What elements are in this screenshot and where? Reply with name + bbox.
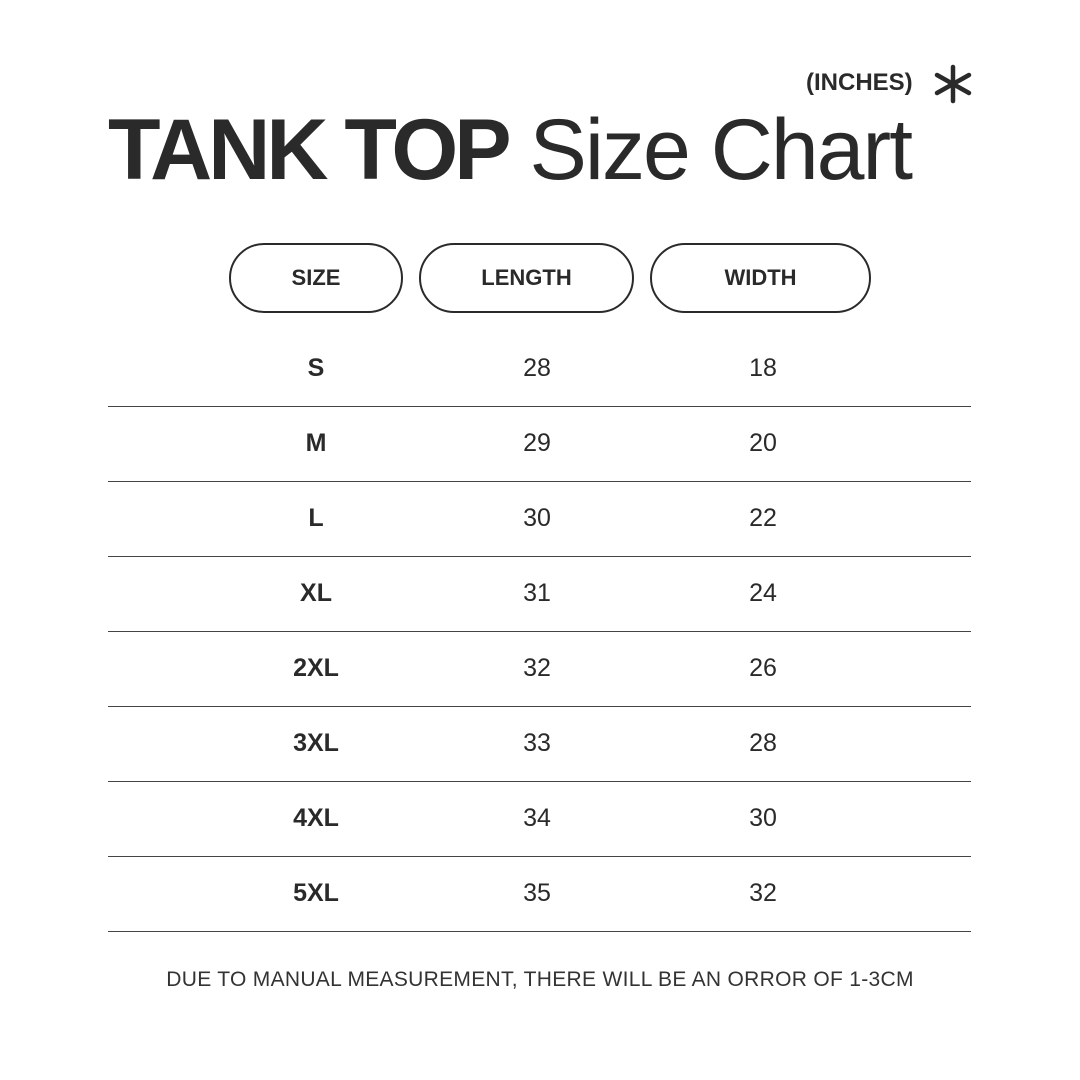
cell-width: 32 <box>749 879 777 907</box>
cell-size: 3XL <box>293 729 339 757</box>
title-bold: TANK TOP <box>108 102 512 198</box>
cell-size: L <box>308 504 324 532</box>
footer-note: DUE TO MANUAL MEASUREMENT, THERE WILL BE… <box>166 968 914 991</box>
table-row: 2XL 32 26 <box>108 631 971 707</box>
cell-length: 28 <box>523 354 551 382</box>
cell-width: 24 <box>749 579 777 607</box>
cell-length: 31 <box>523 579 551 607</box>
title-regular: Size Chart <box>529 102 913 198</box>
asterisk-icon <box>934 64 972 104</box>
cell-size: S <box>307 354 325 382</box>
cell-size: M <box>305 429 327 457</box>
cell-length: 33 <box>523 729 551 757</box>
header-length: LENGTH <box>419 243 634 313</box>
cell-width: 18 <box>749 354 777 382</box>
cell-width: 30 <box>749 804 777 832</box>
cell-length: 30 <box>523 504 551 532</box>
cell-length: 35 <box>523 879 551 907</box>
units-label: (INCHES) <box>806 69 913 96</box>
cell-size: 2XL <box>293 654 339 682</box>
cell-width: 22 <box>749 504 777 532</box>
table-row: L 30 22 <box>108 481 971 557</box>
header-width: WIDTH <box>650 243 871 313</box>
cell-length: 29 <box>523 429 551 457</box>
cell-size: 5XL <box>293 879 339 907</box>
table-row: M 29 20 <box>108 406 971 482</box>
cell-size: 4XL <box>293 804 339 832</box>
table-row: 3XL 33 28 <box>108 706 971 782</box>
header-size: SIZE <box>229 243 403 313</box>
table-row: XL 31 24 <box>108 556 971 632</box>
page-title: TANK TOP Size Chart <box>108 100 913 200</box>
cell-length: 32 <box>523 654 551 682</box>
table-row: 5XL 35 32 <box>108 856 971 932</box>
cell-width: 28 <box>749 729 777 757</box>
table-row: S 28 18 <box>108 331 971 407</box>
cell-size: XL <box>300 579 332 607</box>
cell-width: 26 <box>749 654 777 682</box>
cell-width: 20 <box>749 429 777 457</box>
table-row: 4XL 34 30 <box>108 781 971 857</box>
cell-length: 34 <box>523 804 551 832</box>
